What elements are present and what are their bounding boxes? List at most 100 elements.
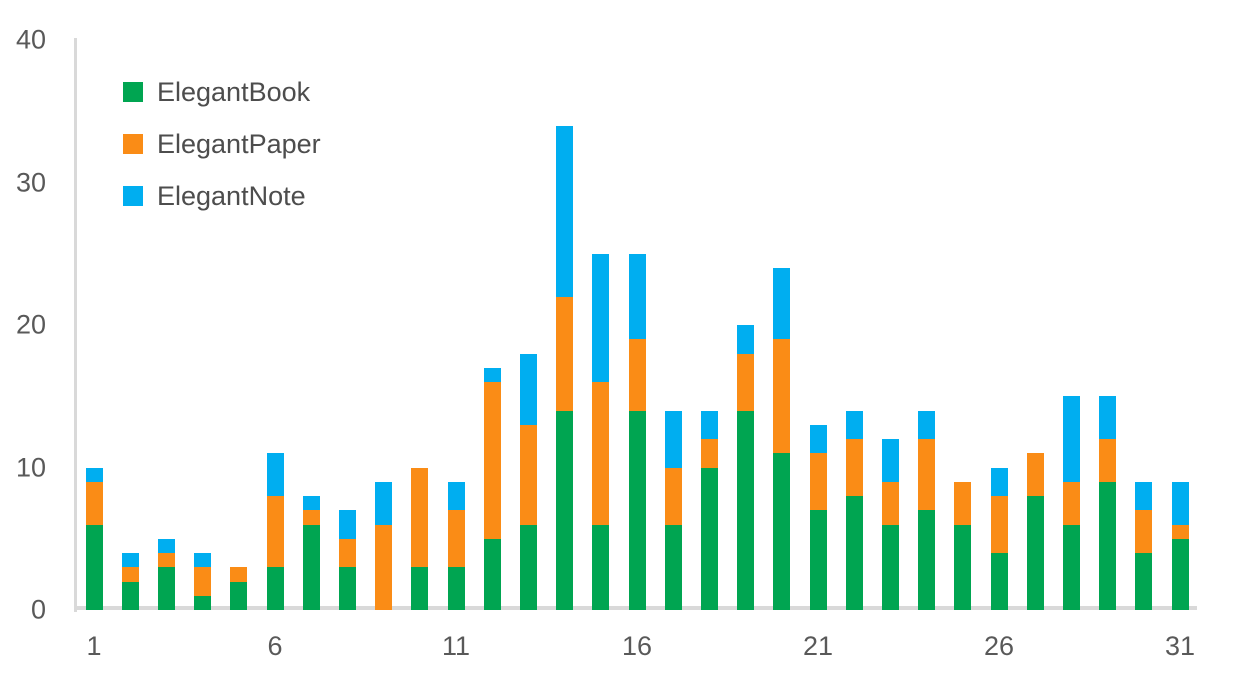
legend-swatch bbox=[123, 186, 143, 206]
bar-segment bbox=[629, 411, 646, 610]
chart-legend: ElegantBook ElegantPaper ElegantNote bbox=[123, 66, 321, 222]
x-tick-label: 26 bbox=[983, 631, 1015, 661]
x-tick-label: 6 bbox=[267, 631, 283, 661]
bar-segment bbox=[1172, 539, 1189, 610]
bar-segment bbox=[556, 411, 573, 610]
bar-segment bbox=[1063, 396, 1080, 482]
bar-segment bbox=[158, 539, 175, 553]
bar-segment bbox=[1099, 439, 1116, 482]
bar-segment bbox=[448, 510, 465, 567]
legend-label: ElegantPaper bbox=[157, 128, 321, 159]
bar-segment bbox=[592, 525, 609, 610]
bar-segment bbox=[810, 425, 827, 453]
bar-segment bbox=[484, 368, 501, 382]
bar-segment bbox=[1172, 525, 1189, 539]
bar-segment bbox=[918, 411, 935, 439]
legend-swatch bbox=[123, 82, 143, 102]
bar-segment bbox=[629, 339, 646, 411]
bar-segment bbox=[194, 567, 211, 596]
y-tick-label: 40 bbox=[15, 24, 46, 55]
bar-segment bbox=[484, 539, 501, 610]
bar-segment bbox=[267, 453, 284, 496]
x-tick-label: 16 bbox=[621, 631, 653, 661]
bar-segment bbox=[339, 539, 356, 567]
bar-segment bbox=[1135, 510, 1152, 553]
bar-segment bbox=[194, 553, 211, 567]
bar-segment bbox=[448, 567, 465, 610]
bar-segment bbox=[230, 567, 247, 582]
bar-segment bbox=[86, 482, 103, 525]
legend-label: ElegantBook bbox=[157, 76, 311, 107]
bar-segment bbox=[122, 582, 139, 610]
bar-segment bbox=[882, 525, 899, 610]
bar-segment bbox=[1027, 496, 1044, 610]
bar-segment bbox=[846, 411, 863, 439]
bar-segment bbox=[556, 126, 573, 297]
legend-item: ElegantNote bbox=[123, 170, 321, 222]
bar-segment bbox=[1172, 482, 1189, 525]
bar-segment bbox=[411, 468, 428, 567]
bar-segment bbox=[737, 411, 754, 610]
y-tick-label: 10 bbox=[15, 452, 46, 482]
bar-segment bbox=[846, 439, 863, 496]
bar-segment bbox=[737, 325, 754, 354]
bar-segment bbox=[303, 496, 320, 510]
bar-segment bbox=[303, 525, 320, 610]
bar-segment bbox=[1135, 553, 1152, 610]
bar-segment bbox=[411, 567, 428, 610]
bar-segment bbox=[882, 482, 899, 525]
bar-segment bbox=[86, 468, 103, 482]
bar-segment bbox=[918, 439, 935, 510]
bar-segment bbox=[918, 510, 935, 610]
bar-segment bbox=[520, 525, 537, 610]
bar-segment bbox=[448, 482, 465, 510]
bar-segment bbox=[991, 553, 1008, 610]
bar-segment bbox=[520, 354, 537, 425]
x-tick-label: 21 bbox=[802, 631, 834, 661]
bar-segment bbox=[1063, 482, 1080, 525]
bar-segment bbox=[991, 496, 1008, 553]
bar-segment bbox=[810, 453, 827, 510]
bar-segment bbox=[665, 525, 682, 610]
bar-segment bbox=[375, 525, 392, 610]
y-tick-label: 20 bbox=[15, 309, 46, 340]
bar-segment bbox=[701, 439, 718, 468]
x-tick-label: 11 bbox=[441, 631, 471, 661]
bar-segment bbox=[158, 567, 175, 610]
y-tick-label: 0 bbox=[30, 594, 46, 625]
bar-segment bbox=[701, 468, 718, 610]
bar-segment bbox=[737, 354, 754, 411]
bar-segment bbox=[230, 582, 247, 610]
x-tick-label: 1 bbox=[86, 631, 102, 661]
bar-segment bbox=[303, 510, 320, 525]
bar-segment bbox=[86, 525, 103, 610]
y-tick-label: 30 bbox=[15, 167, 46, 197]
legend-item: ElegantBook bbox=[123, 66, 321, 118]
bar-segment bbox=[991, 468, 1008, 496]
bar-segment bbox=[773, 453, 790, 610]
bar-segment bbox=[1063, 525, 1080, 610]
bar-segment bbox=[520, 425, 537, 525]
legend-item: ElegantPaper bbox=[123, 118, 321, 170]
bar-segment bbox=[194, 596, 211, 610]
bar-segment bbox=[665, 468, 682, 525]
bar-segment bbox=[158, 553, 175, 567]
y-axis-line bbox=[74, 38, 77, 612]
bar-segment bbox=[846, 496, 863, 610]
bar-segment bbox=[810, 510, 827, 610]
x-tick-label: 31 bbox=[1164, 631, 1196, 661]
bar-segment bbox=[267, 496, 284, 567]
bar-segment bbox=[1027, 453, 1044, 496]
bar-segment bbox=[629, 254, 646, 339]
legend-label: ElegantNote bbox=[157, 180, 306, 211]
bar-segment bbox=[122, 553, 139, 567]
bar-segment bbox=[665, 411, 682, 468]
bar-segment bbox=[592, 382, 609, 525]
bar-segment bbox=[267, 567, 284, 610]
bar-segment bbox=[1135, 482, 1152, 510]
bar-segment bbox=[954, 482, 971, 525]
bar-segment bbox=[484, 382, 501, 539]
bar-segment bbox=[592, 254, 609, 382]
bar-segment bbox=[1099, 482, 1116, 610]
